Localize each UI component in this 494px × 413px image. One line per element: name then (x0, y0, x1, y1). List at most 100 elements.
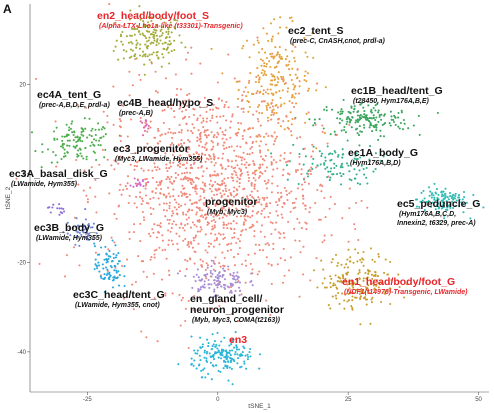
data-point (254, 202, 257, 205)
data-point (275, 161, 278, 164)
data-point (220, 340, 223, 343)
data-point (79, 139, 82, 142)
data-point (172, 195, 175, 198)
data-point (282, 168, 285, 171)
data-point (71, 131, 74, 134)
data-point (356, 118, 359, 121)
data-point (190, 130, 193, 133)
data-point (69, 127, 72, 130)
data-point (143, 73, 146, 76)
data-point (181, 192, 184, 195)
data-point (275, 221, 278, 224)
data-point (230, 242, 233, 245)
data-point (335, 164, 338, 167)
data-point (313, 118, 316, 121)
data-point (449, 206, 452, 210)
data-point (144, 121, 147, 124)
data-point (346, 266, 350, 269)
data-point (196, 119, 199, 122)
data-point (224, 209, 227, 212)
data-point (437, 210, 440, 214)
data-point (363, 173, 366, 176)
data-point (78, 147, 81, 150)
data-point (295, 197, 298, 200)
data-point (190, 72, 193, 75)
data-point (215, 237, 218, 240)
data-point (229, 354, 232, 357)
data-point (372, 114, 375, 117)
data-point (266, 242, 269, 245)
data-point (369, 145, 372, 148)
data-point (354, 121, 357, 124)
data-point (82, 134, 85, 137)
data-point (135, 184, 138, 188)
data-point (211, 308, 214, 311)
data-point (201, 260, 204, 263)
data-point (273, 55, 276, 58)
data-point (203, 203, 206, 206)
data-point (358, 290, 361, 293)
data-point (203, 280, 206, 283)
data-point (230, 165, 233, 168)
data-point (168, 167, 171, 170)
data-point (185, 161, 189, 165)
data-point (345, 162, 349, 165)
data-point (284, 48, 287, 51)
data-point (206, 273, 209, 276)
data-point (301, 188, 304, 191)
data-point (129, 184, 132, 187)
data-point (210, 197, 213, 200)
data-point (440, 191, 443, 194)
data-point (75, 158, 78, 162)
data-point (345, 118, 348, 121)
data-point (93, 267, 96, 271)
data-point (288, 192, 291, 195)
data-point (248, 163, 251, 166)
data-point (101, 148, 104, 151)
data-point (249, 147, 252, 150)
data-point (260, 203, 263, 206)
data-point (213, 134, 216, 137)
data-point (337, 261, 340, 265)
data-point (352, 110, 355, 113)
data-point (213, 224, 216, 227)
data-point (112, 49, 115, 53)
data-point (87, 224, 90, 227)
data-point (321, 185, 324, 188)
data-point (279, 154, 282, 157)
data-point (336, 117, 339, 120)
data-point (339, 110, 342, 113)
data-point (221, 72, 224, 75)
data-point (199, 226, 202, 229)
data-point (254, 80, 257, 84)
data-point (134, 151, 137, 154)
data-point (165, 163, 168, 166)
data-point (384, 122, 387, 125)
data-point (432, 194, 435, 197)
data-point (233, 277, 236, 281)
data-point (237, 237, 240, 240)
data-point (196, 352, 199, 355)
data-point (265, 132, 268, 135)
cluster-points-2 (30, 117, 121, 169)
data-point (145, 24, 148, 27)
data-point (207, 372, 210, 375)
data-point (162, 193, 165, 196)
data-point (56, 138, 59, 141)
data-point (249, 216, 252, 219)
data-point (146, 147, 149, 150)
data-point (267, 92, 270, 95)
data-point (221, 275, 224, 278)
data-point (161, 32, 164, 35)
data-point (354, 154, 357, 157)
data-point (145, 275, 149, 279)
data-point (108, 250, 111, 253)
cluster-points-4 (294, 98, 439, 147)
cluster-label-6: ec1A_body_G(Hym176A,B,D) (348, 147, 418, 167)
data-point (158, 203, 161, 206)
data-point (218, 243, 221, 246)
data-point (440, 207, 443, 210)
data-point (437, 193, 440, 196)
data-point (363, 110, 366, 113)
data-point (261, 172, 264, 175)
